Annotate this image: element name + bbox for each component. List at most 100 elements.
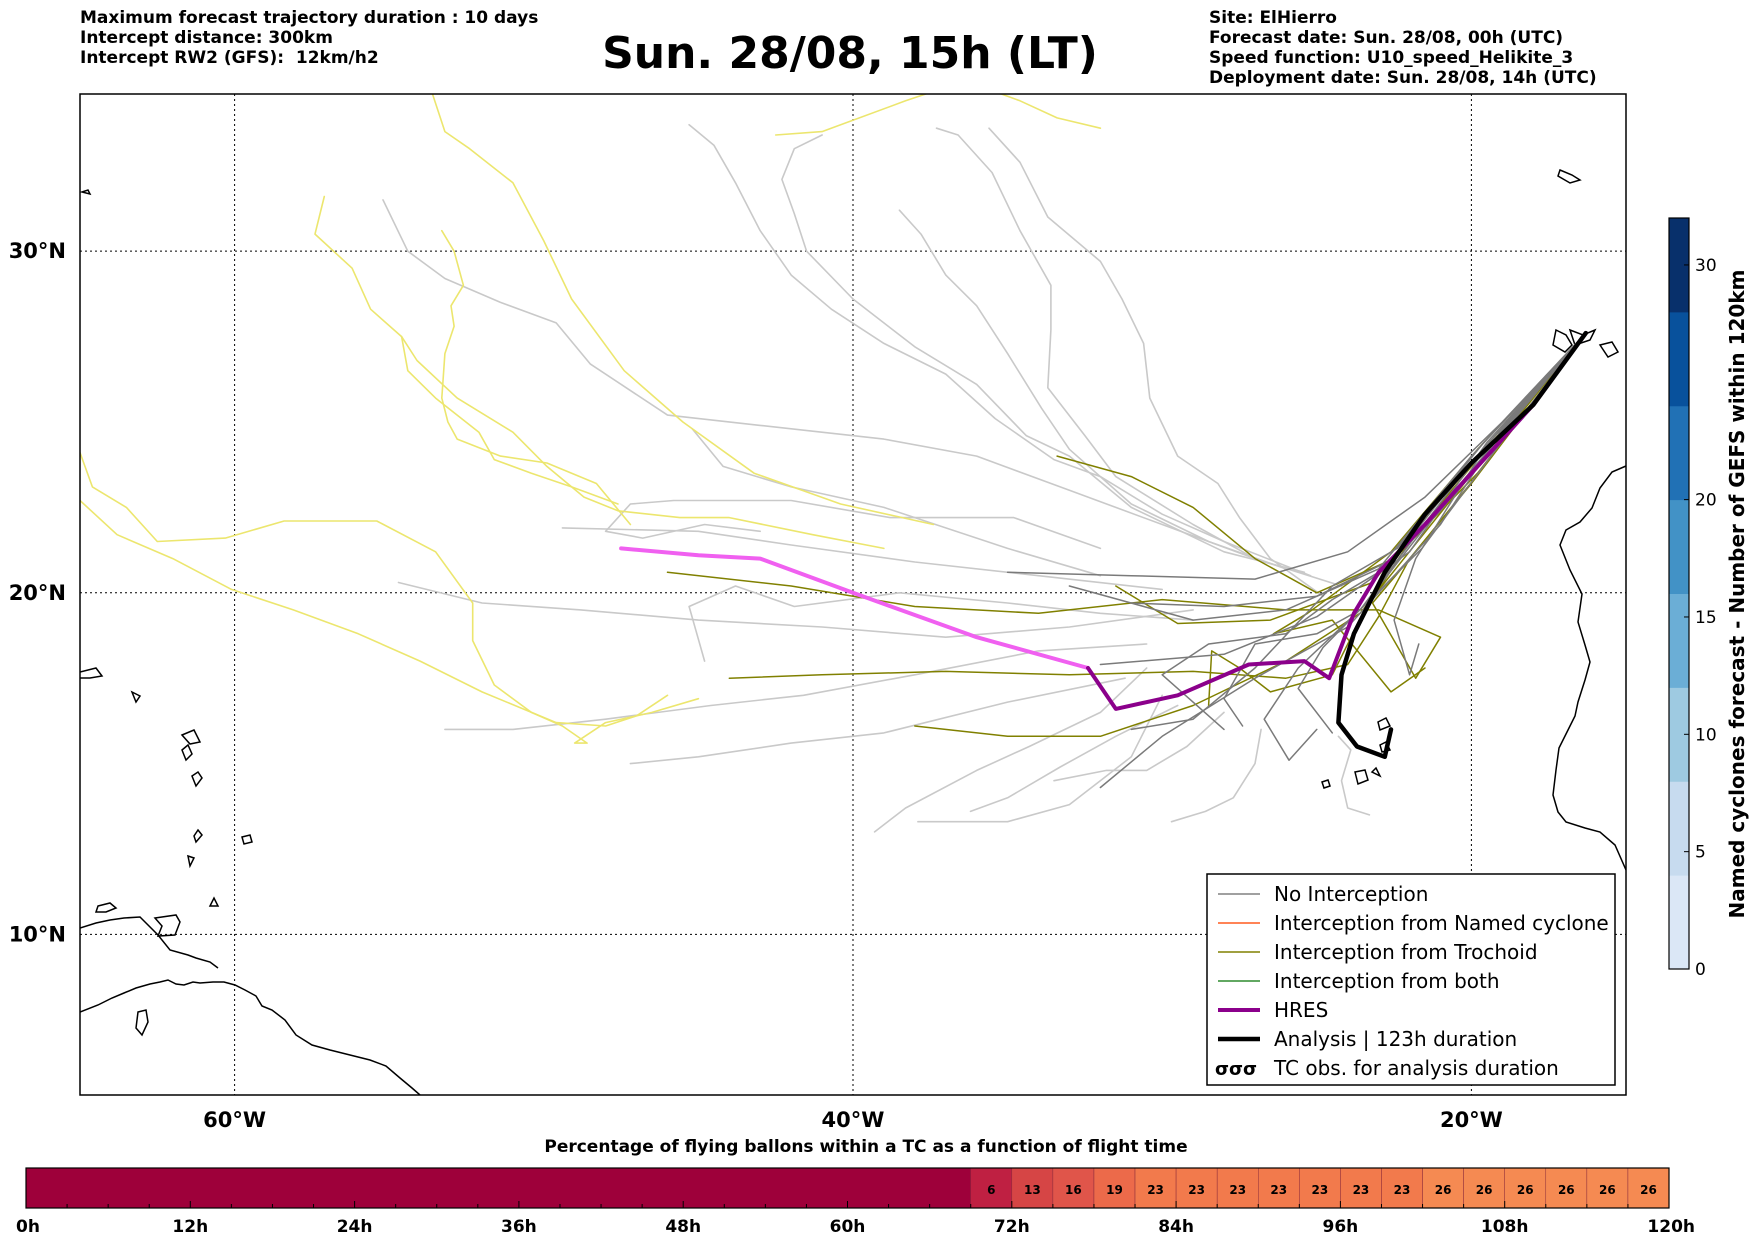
no-interception-trajectory bbox=[1099, 332, 1587, 789]
legend-symbol-tc-obs: σσσ bbox=[1215, 1059, 1257, 1080]
colorbar-tick-label: 5 bbox=[1695, 843, 1706, 863]
lon-tick-label: 40°W bbox=[822, 1108, 885, 1132]
no-interception-trajectory bbox=[1130, 332, 1587, 731]
timebar-cell-label: 26 bbox=[1435, 1183, 1452, 1197]
header-left-line-3: Intercept RW2 (GFS): 12km/h2 bbox=[80, 48, 379, 68]
header-right-line-3: Speed function: U10_speed_Helikite_3 bbox=[1209, 48, 1574, 68]
colorbar-frame bbox=[1668, 217, 1690, 970]
lon-tick-label: 60°W bbox=[203, 1108, 266, 1132]
coast-island-6 bbox=[180, 729, 202, 745]
coast-capeverde-3 bbox=[1370, 766, 1382, 778]
coast-canary-1 bbox=[1557, 168, 1582, 184]
timebar-cell-label: 23 bbox=[1188, 1183, 1205, 1197]
timebar-tick-label: 60h bbox=[830, 1217, 866, 1237]
analysis-trajectory bbox=[1336, 330, 1589, 760]
colorbar-tick-label: 15 bbox=[1695, 608, 1717, 628]
coast-canary-2 bbox=[1552, 328, 1573, 353]
colorbar-tick-label: 20 bbox=[1695, 491, 1717, 511]
timebar-cell-label: 16 bbox=[1065, 1183, 1082, 1197]
hres-trajectory-fading bbox=[619, 546, 1090, 670]
coast-island-7 bbox=[241, 834, 253, 845]
ensemble-trajectory-faint bbox=[969, 704, 1179, 813]
coast-capeverde-4 bbox=[1321, 779, 1331, 789]
no-interception-trajectory bbox=[1130, 332, 1587, 608]
coast-africa bbox=[1552, 465, 1626, 871]
timebar-cell bbox=[1011, 1167, 1054, 1209]
timebar-tick-label: 0h bbox=[16, 1217, 40, 1237]
timebar-cell-label: 23 bbox=[1229, 1183, 1246, 1197]
legend-box bbox=[1206, 873, 1616, 1086]
ensemble-trajectory-faint bbox=[691, 428, 1102, 577]
timebar-cell-label: 23 bbox=[1270, 1183, 1287, 1197]
timebar-cell bbox=[1052, 1167, 1095, 1209]
timebar-cell-label: 26 bbox=[1558, 1183, 1575, 1197]
timebar-cell-label: 26 bbox=[1476, 1183, 1493, 1197]
colorbar-cell bbox=[1669, 781, 1689, 876]
timebar-cell bbox=[1545, 1167, 1588, 1209]
ensemble-trajectory-faint bbox=[781, 134, 1306, 574]
ensemble-trajectory-yellow bbox=[774, 94, 1102, 136]
timebar-cell bbox=[1422, 1167, 1464, 1209]
ensemble-trajectory-faint bbox=[917, 694, 1163, 823]
ensemble-trajectory-faint bbox=[444, 643, 1148, 731]
map-legend: No Interception Interception from Named c… bbox=[1206, 873, 1616, 1086]
map-axis-labels: 30°N 20°N 10°N 60°W 40°W 20°W bbox=[9, 239, 1503, 1132]
timebar-tick-label: 36h bbox=[501, 1217, 537, 1237]
coast-island-3 bbox=[208, 896, 220, 907]
colorbar-cell bbox=[1669, 687, 1689, 782]
coast-island-1 bbox=[94, 902, 118, 913]
timebar-zero-region bbox=[26, 1168, 971, 1208]
lat-tick-label: 30°N bbox=[9, 239, 66, 263]
timebar-cell-label: 19 bbox=[1106, 1183, 1123, 1197]
flight-time-bar: Percentage of flying ballons within a TC… bbox=[16, 1137, 1695, 1237]
ensemble-trajectory-faint bbox=[1053, 711, 1225, 782]
coast-capeverde-5 bbox=[1379, 740, 1392, 753]
legend-label: Interception from both bbox=[1274, 969, 1500, 993]
header-left-line-1: Maximum forecast trajectory duration : 1… bbox=[80, 8, 539, 28]
colorbar-cell bbox=[1669, 218, 1689, 313]
timebar-cell-label: 23 bbox=[1394, 1183, 1411, 1197]
trajectory-lines bbox=[80, 94, 1589, 833]
colorbar-cell bbox=[1669, 499, 1689, 594]
hres-trajectory bbox=[1086, 331, 1588, 711]
timebar-cell bbox=[1504, 1167, 1547, 1209]
timebar-cell-label: 6 bbox=[987, 1183, 995, 1197]
lat-tick-label: 10°N bbox=[9, 922, 66, 946]
lat-tick-label: 20°N bbox=[9, 581, 66, 605]
header-right-line-4: Deployment date: Sun. 28/08, 14h (UTC) bbox=[1209, 68, 1597, 88]
legend-label: HRES bbox=[1274, 998, 1328, 1022]
timebar-tick-label: 84h bbox=[1158, 1217, 1194, 1237]
timebar-cell-label: 26 bbox=[1599, 1183, 1616, 1197]
lon-tick-label: 20°W bbox=[1440, 1108, 1503, 1132]
coast-island-2 bbox=[135, 1009, 149, 1037]
ensemble-trajectory-yellow bbox=[441, 229, 632, 526]
timebar-cell bbox=[1258, 1167, 1300, 1209]
timebar-tick-label: 12h bbox=[172, 1217, 208, 1237]
ensemble-trajectory-faint bbox=[873, 667, 1148, 833]
coast-island-4 bbox=[181, 743, 193, 762]
colorbar-tick-label: 10 bbox=[1695, 725, 1717, 745]
ensemble-trajectory-faint bbox=[561, 527, 1163, 591]
coast-canary-3 bbox=[1568, 328, 1597, 346]
ensemble-trajectory-faint bbox=[1170, 728, 1262, 823]
coast-venezuela-bay bbox=[80, 916, 219, 969]
timebar-tick-label: 48h bbox=[665, 1217, 701, 1237]
ensemble-trajectory-faint bbox=[935, 127, 1256, 560]
legend-label: TC obs. for analysis duration bbox=[1273, 1056, 1559, 1080]
ensemble-trajectory-faint bbox=[382, 199, 1343, 587]
ensemble-trajectory-yellow bbox=[400, 335, 619, 505]
timebar-tick-label: 72h bbox=[994, 1217, 1030, 1237]
coast-island-8 bbox=[193, 828, 203, 844]
colorbar-label: Named cyclones forecast - Number of GEFS… bbox=[1725, 270, 1749, 919]
ensemble-trajectory-yellow bbox=[314, 195, 885, 550]
ensemble-trajectory-faint bbox=[397, 581, 1194, 638]
ensemble-trajectory-faint bbox=[688, 585, 1194, 662]
ensemble-trajectory-yellow bbox=[80, 451, 700, 744]
chart-title: Sun. 28/08, 15h (LT) bbox=[602, 28, 1098, 79]
coast-trinidad bbox=[153, 914, 181, 937]
coast-caribbean-south-america bbox=[80, 979, 421, 1095]
colorbar-cell bbox=[1669, 311, 1689, 407]
trochoid-trajectory bbox=[1207, 332, 1587, 707]
ensemble-trajectory-yellow bbox=[80, 499, 669, 727]
